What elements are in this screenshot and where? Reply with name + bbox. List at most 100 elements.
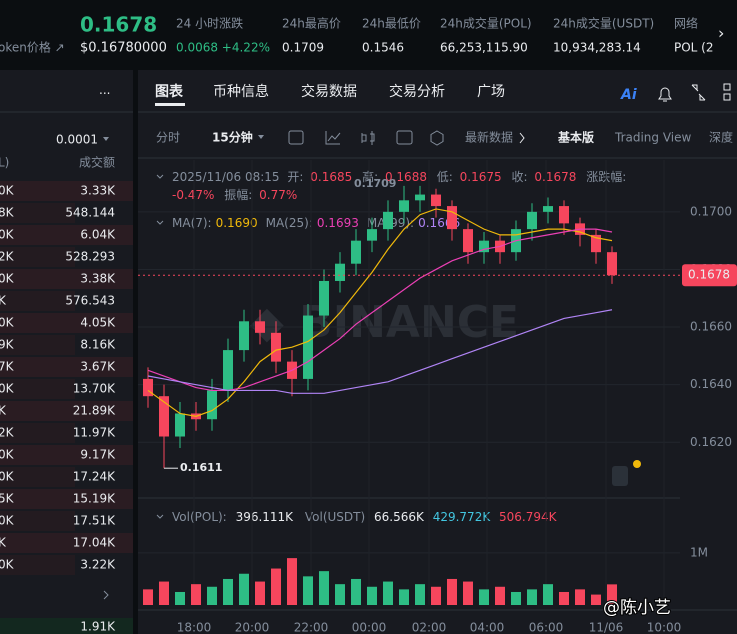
tab[interactable]: 图表 <box>155 83 184 100</box>
stat-value: 66,253,115.90 <box>440 41 528 55</box>
tick-size[interactable]: 0.0001 <box>56 133 98 147</box>
row-bg <box>0 423 75 443</box>
stat-value: POL (2 <box>674 41 714 55</box>
tab[interactable]: 广场 <box>477 84 505 100</box>
footer-value: 1.91K <box>80 620 116 634</box>
collapse[interactable] <box>156 514 164 519</box>
widget-icon[interactable] <box>612 466 628 486</box>
volume-bar <box>575 589 585 605</box>
row-right: 21.89K <box>73 404 116 418</box>
v-tick-label: 1M <box>690 545 708 559</box>
y-tick-label: 0.1700 <box>690 204 732 218</box>
volume-bar <box>207 586 217 605</box>
tab[interactable]: 交易分析 <box>389 83 445 100</box>
ma-line <box>147 208 613 417</box>
candle-body <box>319 280 329 316</box>
row-right: 11.97K <box>73 426 116 440</box>
row-bg <box>0 401 133 421</box>
volume-bar <box>335 584 345 605</box>
stat-label: 24h成交量(POL) <box>440 16 532 31</box>
candle-icon[interactable] <box>361 131 375 145</box>
high-marker: 0.1709 <box>354 177 396 190</box>
ma-label: MA(25): <box>266 216 313 230</box>
row-bg <box>0 489 133 509</box>
volume-bar <box>287 558 297 605</box>
calendar-icon[interactable] <box>288 130 304 145</box>
chart: 0.16200.16400.16600.16800.17001M18:0020:… <box>138 160 737 634</box>
stat-label: 网络 <box>674 16 698 31</box>
ai-button[interactable]: Ai <box>620 87 637 103</box>
interval-button[interactable]: 15分钟 <box>212 130 253 145</box>
collapse[interactable] <box>156 174 164 179</box>
chart-panel <box>138 70 737 634</box>
value: 506.794K <box>499 510 558 524</box>
row-left: 0K <box>0 470 15 484</box>
indicator-icon[interactable] <box>325 131 341 145</box>
x-tick-label: 10:00 <box>647 621 682 634</box>
value: 0.1678 <box>534 170 576 184</box>
row-right: 3.38K <box>80 272 116 286</box>
more-button[interactable]: ··· <box>99 87 110 101</box>
col-header: 成交额 <box>79 155 115 170</box>
x-tick-label: 00:00 <box>352 621 387 634</box>
value: 0.77% <box>259 188 297 202</box>
grid-icon[interactable] <box>723 93 731 101</box>
label: 高: <box>362 169 378 184</box>
scroll-right[interactable]: › <box>718 24 724 43</box>
candle-body <box>431 194 441 207</box>
row-left: K <box>0 294 7 308</box>
expand-icon[interactable] <box>691 84 706 101</box>
tab[interactable]: 交易数据 <box>301 83 357 100</box>
datetime: 2025/11/06 08:15 <box>172 170 280 184</box>
tab[interactable]: 币种信息 <box>213 83 269 100</box>
row-right: 17.04K <box>73 536 116 550</box>
row-left: 5K <box>0 492 15 506</box>
volume-bar <box>191 584 201 605</box>
candle-body <box>175 413 185 437</box>
x-tick-label: 04:00 <box>470 621 505 634</box>
settings-icon[interactable] <box>396 130 413 145</box>
volume-bar <box>367 586 377 605</box>
candle-body <box>527 211 537 230</box>
stat-label: 24h最低价 <box>362 17 421 31</box>
bell-icon[interactable] <box>658 87 672 102</box>
latest-button[interactable]: 最新数据 <box>465 130 513 145</box>
x-tick-label: 18:00 <box>177 621 212 634</box>
time-button[interactable]: 分时 <box>156 131 180 145</box>
row-right: 8.16K <box>80 338 116 352</box>
candle-body <box>367 229 377 241</box>
row-right: 6.04K <box>80 228 116 242</box>
row-right: 13.70K <box>73 382 116 396</box>
volume-bar <box>399 589 409 605</box>
candle-info-2: -0.47% 振幅: 0.77% <box>172 187 297 202</box>
value: 0.1675 <box>460 170 502 184</box>
candle-body <box>559 206 569 224</box>
candle-body <box>239 321 249 351</box>
chevron[interactable] <box>103 590 109 600</box>
basic-button[interactable]: 基本版 <box>557 130 594 145</box>
stat-value: 0.0068 +4.22% <box>176 41 270 55</box>
candle-body <box>335 263 345 281</box>
value: 0.1685 <box>310 170 352 184</box>
value: 429.772K <box>433 510 492 524</box>
token-label: oken价格 ↗ <box>0 40 65 55</box>
volume-bar <box>495 586 505 605</box>
hex-icon[interactable] <box>430 130 444 146</box>
ma-value: 0.1693 <box>317 216 359 230</box>
label: Vol(POL): <box>172 510 227 524</box>
collapse[interactable] <box>156 220 164 225</box>
row-right: 548.144 <box>65 206 115 220</box>
volume-bar <box>527 589 537 605</box>
caret <box>103 137 109 141</box>
volume-bar <box>255 581 265 605</box>
tv-button[interactable]: Trading View <box>614 131 692 145</box>
grid-icon[interactable] <box>723 83 731 91</box>
row-right: 15.19K <box>73 492 116 506</box>
row-left: 8K <box>0 206 15 220</box>
volume-bar <box>431 586 441 605</box>
volume-bar <box>543 584 553 605</box>
depth-button[interactable]: 深度 <box>709 130 733 145</box>
ma-line <box>147 309 613 394</box>
row-left: 2K <box>0 426 15 440</box>
y-tick-label: 0.1620 <box>690 435 732 449</box>
